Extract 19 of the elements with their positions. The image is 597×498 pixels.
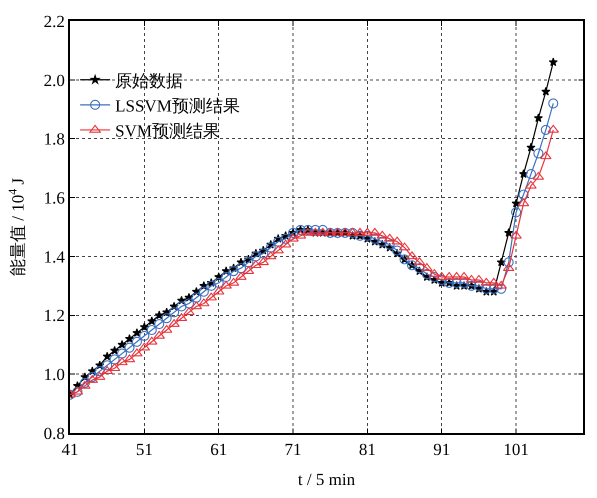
x-axis-title: t / 5 min: [298, 470, 356, 490]
legend-label: 原始数据: [115, 71, 184, 90]
legend-label: SVM预测结果: [115, 122, 220, 141]
x-tick-label: 91: [433, 440, 450, 460]
y-tick-label: 2.0: [44, 70, 65, 90]
x-tick-label: 71: [284, 440, 302, 460]
y-tick-label: 1.2: [44, 306, 65, 326]
y-tick-label: 1.0: [44, 365, 65, 384]
x-tick-label: 101: [503, 440, 529, 460]
x-tick-label: 61: [210, 440, 228, 460]
legend-label: LSSVM预测结果: [115, 96, 240, 116]
x-tick-label: 81: [358, 440, 376, 460]
x-tick-label: 51: [136, 440, 153, 460]
y-tick-label: 2.2: [44, 12, 65, 31]
y-tick-label: 1.8: [44, 130, 65, 149]
y-tick-label: 1.4: [44, 247, 66, 266]
x-tick-label: 41: [62, 440, 78, 460]
y-tick-label: 0.8: [44, 424, 65, 443]
y-tick-label: 1.6: [44, 188, 65, 208]
